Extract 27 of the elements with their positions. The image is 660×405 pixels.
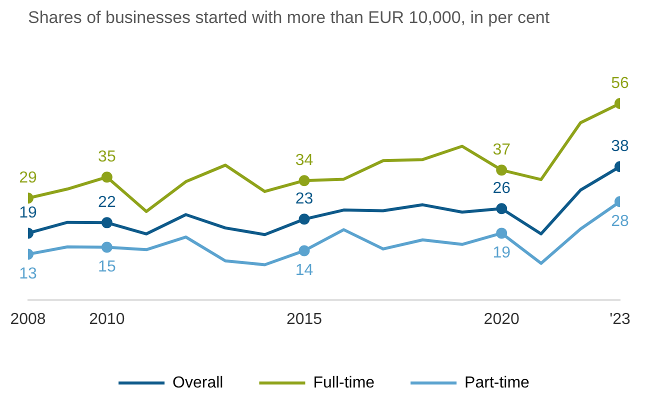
legend-label: Overall [172, 374, 224, 392]
data-label: 56 [611, 74, 629, 92]
point [298, 245, 310, 256]
data-label: 19 [19, 204, 37, 222]
legend-label: Part-time [464, 374, 530, 392]
data-label: 34 [295, 152, 314, 170]
point [298, 175, 310, 186]
data-label: 26 [492, 180, 511, 198]
data-label: 13 [19, 266, 37, 283]
chart-title: Shares of businesses started with more than EUR 10,000, in per cent [28, 8, 550, 27]
data-label: 29 [19, 170, 37, 187]
legend-label: Full-time [313, 374, 375, 392]
x-tick-label: 2015 [286, 310, 322, 328]
data-label: 23 [295, 190, 314, 208]
x-tick-label: '23 [610, 310, 631, 328]
point [298, 214, 310, 225]
data-label: 38 [611, 138, 629, 155]
data-label: 15 [98, 258, 116, 276]
x-tick-label: 2010 [89, 310, 125, 328]
data-label: 14 [295, 262, 314, 280]
data-label: 37 [492, 141, 511, 158]
x-tick-label: 2008 [10, 310, 46, 328]
data-label: 19 [492, 244, 511, 262]
data-label: 35 [98, 148, 116, 166]
x-tick-label: 2020 [484, 310, 520, 328]
data-label: 22 [98, 194, 116, 212]
data-label: 28 [611, 213, 629, 230]
